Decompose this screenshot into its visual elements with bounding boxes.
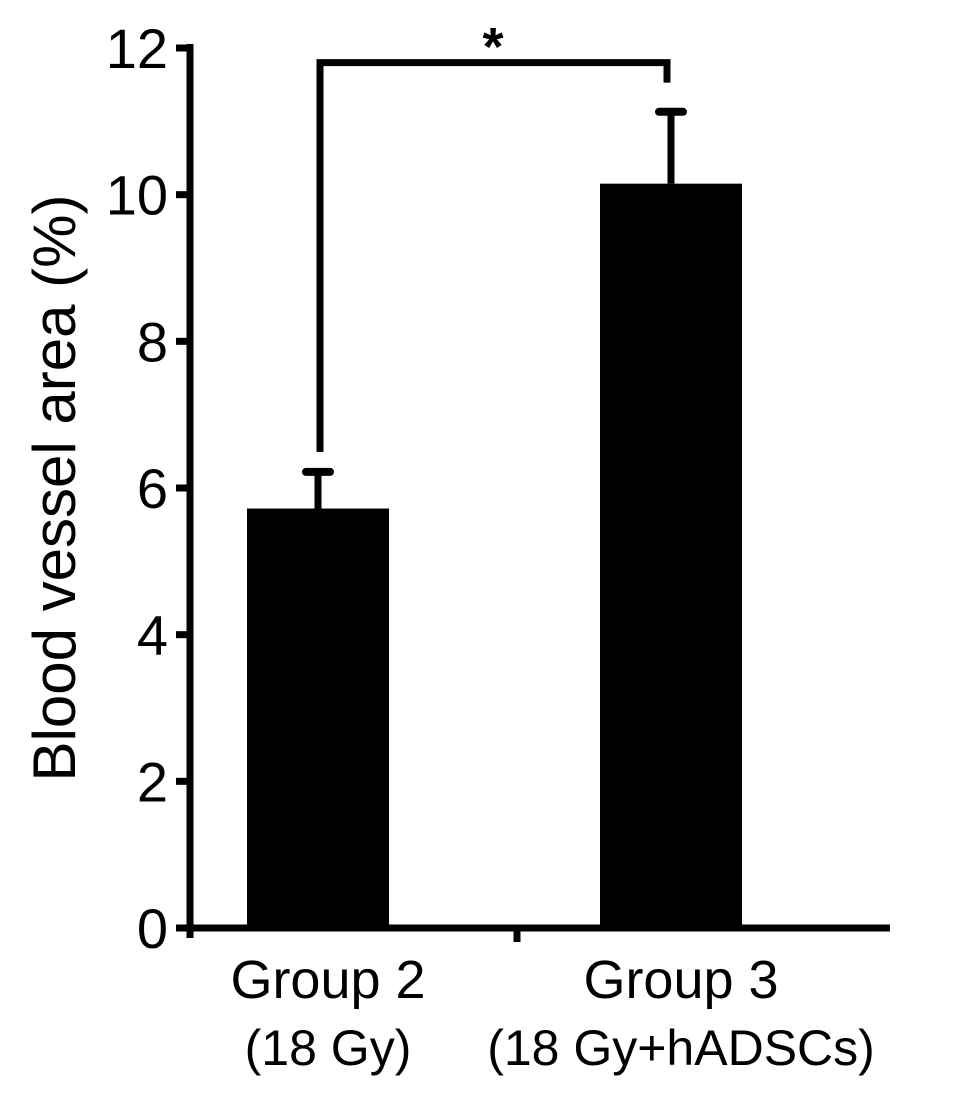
y-axis-label: Blood vessel area (%) [21, 195, 88, 782]
x-tick-label: Group 2 [230, 950, 425, 1010]
y-tick-label: 0 [137, 897, 168, 960]
significance-bracket [316, 59, 671, 452]
y-tick-label: 12 [106, 17, 168, 80]
bar [247, 508, 389, 928]
y-tick-label: 4 [137, 604, 168, 667]
bar [600, 183, 742, 928]
y-tick-label: 6 [137, 457, 168, 520]
y-tick-label: 8 [137, 310, 168, 373]
significance-label: * [482, 17, 503, 77]
x-tick-label-sub: (18 Gy) [245, 1020, 412, 1076]
y-tick-label: 10 [106, 164, 168, 227]
y-tick-label: 2 [137, 750, 168, 813]
x-tick-label: Group 3 [583, 950, 778, 1010]
x-tick-label-sub: (18 Gy+hADSCs) [487, 1020, 875, 1076]
